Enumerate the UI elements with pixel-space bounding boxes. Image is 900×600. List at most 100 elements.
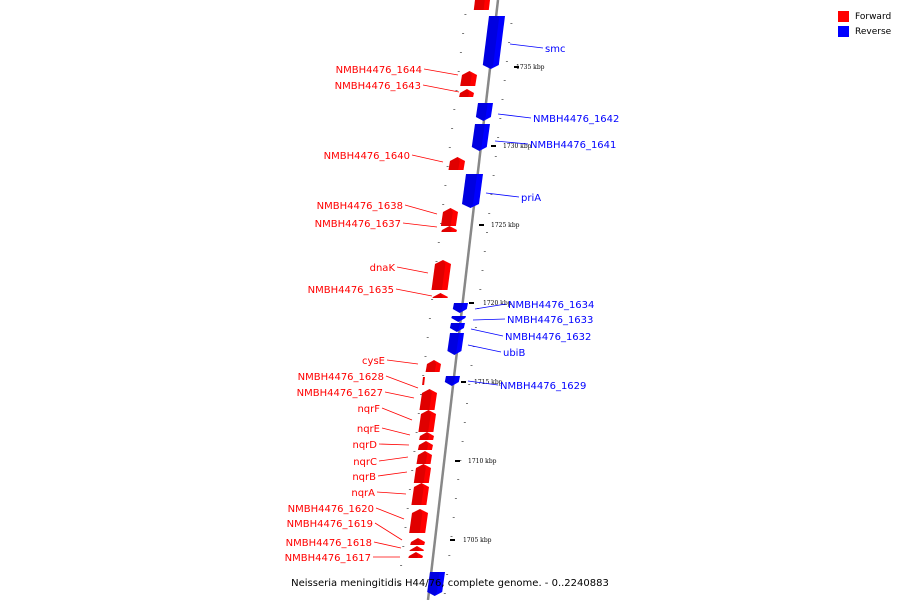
scale-dot (468, 384, 471, 385)
scale-dot (402, 546, 405, 547)
gene-leader-line (374, 522, 403, 541)
scale-dot (448, 147, 451, 148)
scale-tick-label: 1725 kbp (491, 222, 520, 229)
gene-label-NMBH4476_1640: NMBH4476_1640 (324, 151, 410, 162)
scale-dot (463, 422, 466, 423)
scale-dots (397, 14, 513, 594)
gene-label-NMBH4476_1627: NMBH4476_1627 (297, 388, 383, 399)
scale-tick-label: 1720 kbp (483, 300, 512, 307)
scale-tick (455, 460, 460, 462)
gene-shade (482, 16, 500, 69)
scale-dot (437, 242, 440, 243)
scale-dot (483, 251, 486, 252)
gene-leader-line (377, 471, 408, 477)
scale-dot (481, 270, 484, 271)
gene-label-NMBH4476_1628: NMBH4476_1628 (298, 372, 384, 383)
gene-leader-line (509, 43, 544, 49)
gene-labels: smc NMBH4476_1644 NMBH4476_1643 NMBH4476_16… (285, 43, 619, 564)
scale-dot (490, 194, 493, 195)
gene-shade (422, 377, 425, 385)
scale-dot (431, 299, 434, 300)
gene-arrow-unnamed-0 (473, 0, 490, 10)
scale-tick (479, 224, 484, 226)
gene-label-NMBH4476_1634: NMBH4476_1634 (508, 300, 594, 311)
gene-label-nqrA: nqrA (351, 488, 375, 499)
gene-arrow-NMBH4476_1629 (444, 376, 460, 386)
scale-dot (450, 536, 453, 537)
gene-shade (425, 360, 437, 372)
gene-leader-line (381, 407, 413, 421)
legend-item-reverse: Reverse (838, 24, 891, 39)
gene-arrow-nqrC (416, 451, 432, 464)
scale-dot (422, 375, 425, 376)
gene-leader-line (375, 507, 405, 520)
scale-dot (457, 71, 460, 72)
gene-leader-line (404, 204, 438, 215)
scale-dot (459, 460, 462, 461)
gene-arrow-nqrA (411, 483, 429, 505)
gene-shade (419, 389, 432, 410)
gene-label-NMBH4476_1635: NMBH4476_1635 (308, 285, 394, 296)
scale-dot (446, 574, 449, 575)
gene-arrow-NMBH4476_1642 (475, 103, 493, 121)
scale-tick-label: 1735 kbp (516, 64, 545, 71)
legend-label-reverse: Reverse (855, 26, 892, 37)
gene-shade (473, 0, 485, 10)
gene-shade (462, 174, 478, 208)
scale-tick (450, 539, 455, 541)
scale-dot (488, 213, 491, 214)
gene-arrow-NMBH4476_1632 (449, 323, 465, 332)
scale-dot (426, 337, 429, 338)
gene-shade (451, 316, 462, 322)
gene-shade (475, 103, 488, 121)
scale-dot (440, 223, 442, 224)
scale-ticks: 1735 kbp 1730 kbp 1725 kbp 1720 kbp 1715 kbp… (450, 64, 545, 544)
scale-dot (453, 109, 456, 110)
scale-dot (459, 52, 462, 53)
scale-dot (413, 451, 416, 452)
legend-label-forward: Forward (855, 11, 892, 22)
gene-leader-line (373, 541, 402, 549)
gene-label-nqrD: nqrD (353, 440, 378, 451)
scale-dot (451, 128, 454, 129)
gene-arrow-nqrE (419, 432, 434, 440)
gene-arrow-NMBH4476_1617 (408, 552, 423, 558)
gene-label-nqrB: nqrB (352, 472, 376, 483)
gene-label-NMBH4476_1629: NMBH4476_1629 (500, 381, 586, 392)
scale-dot (415, 432, 418, 433)
gene-label-NMBH4476_1638: NMBH4476_1638 (317, 201, 403, 212)
gene-label-nqrF: nqrF (357, 404, 380, 415)
scale-tick (469, 302, 474, 304)
gene-leader-line (378, 443, 410, 446)
gene-arrow-smc (482, 16, 505, 69)
scale-dot (452, 517, 455, 518)
gene-arrow-NMBH4476_1628 (422, 377, 425, 385)
gene-arrow-NMBH4476_1633 (451, 316, 466, 322)
gene-leader-line (423, 68, 459, 76)
gene-leader-line (474, 303, 507, 310)
scale-dot (499, 118, 502, 119)
gene-shade (471, 124, 485, 151)
gene-label-NMBH4476_1637: NMBH4476_1637 (315, 219, 401, 230)
scale-dot (454, 498, 457, 499)
genome-caption: Neisseria meningitidis H44/76, complete … (291, 578, 609, 589)
gene-leader-line (497, 113, 532, 119)
scale-dot (420, 394, 422, 395)
scale-dot (486, 232, 488, 233)
gene-label-NMBH4476_1619: NMBH4476_1619 (287, 519, 373, 530)
gene-label-priA: priA (521, 193, 541, 204)
gene-shade (408, 552, 419, 558)
gene-arrow-unnamed-30 (427, 572, 445, 596)
gene-arrow-nqrB (413, 464, 431, 483)
scale-dot (411, 470, 414, 471)
gene-label-smc: smc (545, 44, 565, 55)
scale-tick (514, 66, 519, 68)
scale-dot (464, 14, 467, 15)
gene-leader-line (422, 84, 460, 93)
scale-dot (424, 356, 427, 357)
gene-shade (460, 71, 472, 86)
gene-shade (413, 464, 426, 483)
gene-leader-line (395, 288, 433, 297)
scale-dot (397, 584, 400, 585)
scale-tick-label: 1705 kbp (463, 537, 492, 544)
